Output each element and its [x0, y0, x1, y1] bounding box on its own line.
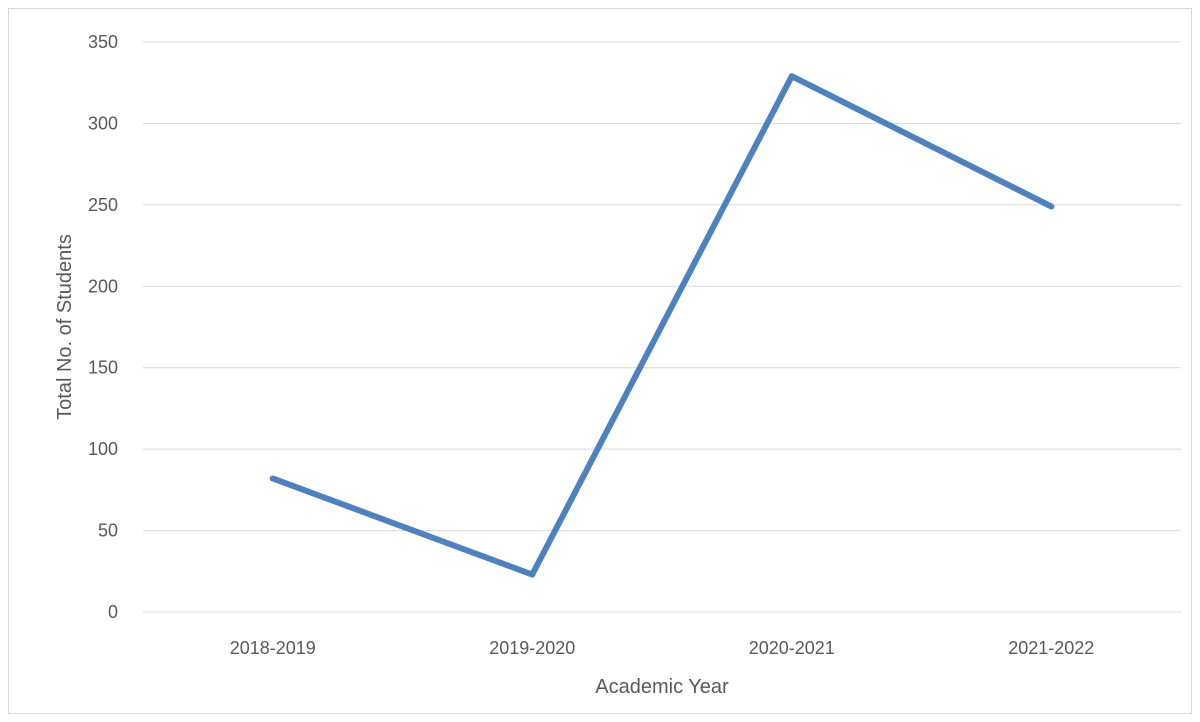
- x-axis-ticks: 2018-2019 2019-2020 2020-2021 2021-2022: [230, 638, 1095, 658]
- y-axis-ticks: 0 50 100 150 200 250 300 350: [88, 32, 118, 622]
- chart-frame: [8, 8, 1192, 714]
- y-axis-title: Total No. of Students: [54, 234, 76, 420]
- data-point: [269, 475, 276, 482]
- x-axis-title: Academic Year: [595, 676, 729, 698]
- gridlines: [143, 41, 1181, 613]
- x-tick-label: 2020-2021: [749, 638, 835, 658]
- data-point: [1048, 203, 1055, 210]
- y-tick-label: 300: [88, 113, 118, 133]
- y-tick-label: 200: [88, 276, 118, 296]
- y-tick-label: 100: [88, 439, 118, 459]
- data-point: [529, 571, 536, 578]
- x-tick-label: 2019-2020: [489, 638, 575, 658]
- series-layer: [269, 73, 1055, 578]
- x-tick-label: 2018-2019: [230, 638, 316, 658]
- y-tick-label: 0: [108, 602, 118, 622]
- y-tick-label: 250: [88, 195, 118, 215]
- y-tick-label: 350: [88, 32, 118, 52]
- x-tick-label: 2021-2022: [1008, 638, 1094, 658]
- series-line: [269, 73, 1055, 578]
- data-point: [788, 73, 795, 80]
- y-tick-label: 50: [98, 521, 118, 541]
- y-tick-label: 150: [88, 358, 118, 378]
